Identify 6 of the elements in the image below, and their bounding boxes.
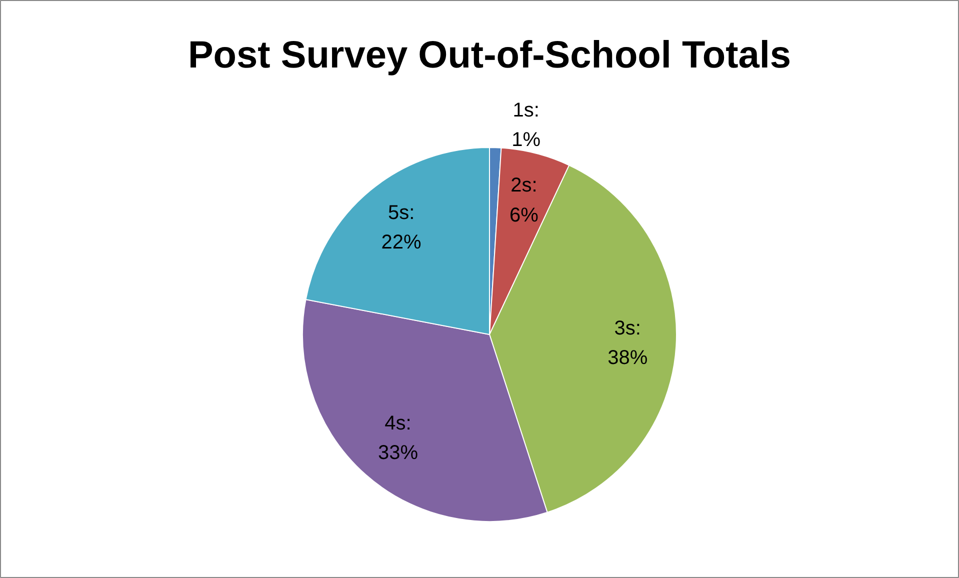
- data-label: 5s: 22%: [381, 202, 422, 254]
- data-label: 1s: 1%: [512, 99, 541, 152]
- data-label: 4s: 33%: [378, 412, 418, 464]
- chart-title: Post Survey Out-of-School Totals: [188, 34, 792, 76]
- data-label: 3s: 38%: [608, 317, 648, 370]
- data-label: 2s: 6%: [509, 174, 539, 226]
